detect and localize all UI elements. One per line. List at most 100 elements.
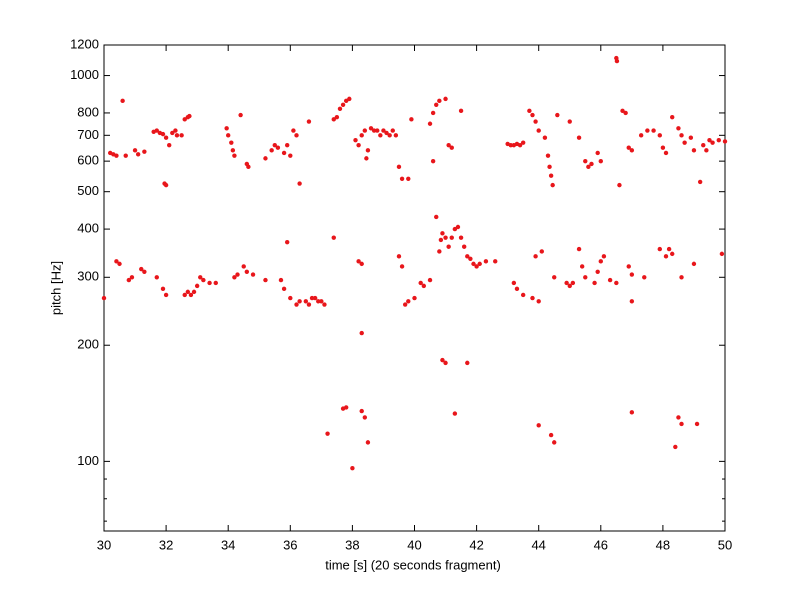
point xyxy=(438,237,444,243)
point xyxy=(595,269,600,274)
point xyxy=(309,295,315,301)
point xyxy=(620,108,625,114)
point xyxy=(163,292,169,298)
point xyxy=(340,102,346,107)
point xyxy=(545,153,551,158)
point xyxy=(511,280,517,286)
point xyxy=(246,164,251,170)
point xyxy=(235,272,240,277)
point xyxy=(120,98,125,104)
point xyxy=(129,275,135,280)
point xyxy=(241,264,246,269)
point xyxy=(187,113,192,119)
point xyxy=(359,133,364,138)
x-tick-label: 32 xyxy=(159,537,173,552)
point xyxy=(319,299,324,304)
point xyxy=(468,256,473,261)
point xyxy=(409,117,414,122)
point xyxy=(458,235,464,240)
point xyxy=(483,259,489,264)
point xyxy=(334,114,340,120)
point xyxy=(427,121,433,126)
point xyxy=(449,145,454,150)
point xyxy=(552,275,557,280)
point xyxy=(452,226,458,232)
y-axis-label: pitch [Hz] xyxy=(48,261,63,315)
point xyxy=(570,280,576,286)
point xyxy=(576,135,582,140)
point xyxy=(598,158,603,164)
point xyxy=(567,283,572,289)
point xyxy=(297,299,302,304)
point xyxy=(642,275,647,280)
point xyxy=(691,261,697,267)
x-tick-label: 38 xyxy=(345,537,359,552)
point xyxy=(567,119,572,124)
point xyxy=(132,148,138,153)
point xyxy=(174,133,180,138)
point xyxy=(437,249,442,254)
point xyxy=(520,140,526,145)
point xyxy=(362,128,368,133)
point xyxy=(291,128,296,133)
y-tick-label: 400 xyxy=(77,221,99,236)
point xyxy=(312,295,318,301)
point xyxy=(583,158,588,164)
point xyxy=(173,128,178,133)
point xyxy=(607,277,613,283)
point xyxy=(679,275,684,280)
point xyxy=(230,148,236,153)
point xyxy=(437,98,442,104)
x-tick-label: 30 xyxy=(97,537,111,552)
point xyxy=(645,128,650,133)
point xyxy=(182,292,187,298)
point xyxy=(160,131,166,137)
point xyxy=(533,254,538,259)
point xyxy=(701,142,706,148)
point xyxy=(343,405,349,410)
point xyxy=(595,150,600,156)
point xyxy=(617,182,622,188)
point xyxy=(232,153,237,158)
point xyxy=(542,135,548,140)
point xyxy=(371,128,377,133)
x-tick-label: 40 xyxy=(407,537,421,552)
point xyxy=(142,149,147,154)
point xyxy=(583,275,588,280)
point xyxy=(359,408,364,414)
point xyxy=(154,275,159,280)
point xyxy=(508,142,513,148)
point xyxy=(281,150,287,156)
point xyxy=(719,251,725,257)
x-tick-label: 36 xyxy=(283,537,297,552)
point xyxy=(356,142,361,148)
point xyxy=(682,140,687,145)
point xyxy=(347,96,352,102)
point xyxy=(275,145,281,150)
point xyxy=(101,295,107,301)
point xyxy=(536,299,541,304)
point xyxy=(564,280,569,286)
point xyxy=(691,148,697,153)
point xyxy=(272,142,277,148)
point xyxy=(421,283,427,289)
point xyxy=(331,235,336,240)
point xyxy=(353,137,358,143)
point xyxy=(530,295,535,301)
y-tick-label: 200 xyxy=(77,337,99,352)
point xyxy=(322,302,327,307)
point xyxy=(123,153,128,158)
point xyxy=(455,224,461,230)
point xyxy=(614,280,619,286)
point xyxy=(139,266,144,272)
x-axis-label: time [s] (20 seconds fragment) xyxy=(325,557,501,572)
point xyxy=(434,102,439,107)
point xyxy=(393,133,399,138)
point xyxy=(387,133,392,138)
point xyxy=(514,286,520,292)
point xyxy=(170,130,175,136)
point xyxy=(440,231,445,236)
point xyxy=(536,423,541,428)
